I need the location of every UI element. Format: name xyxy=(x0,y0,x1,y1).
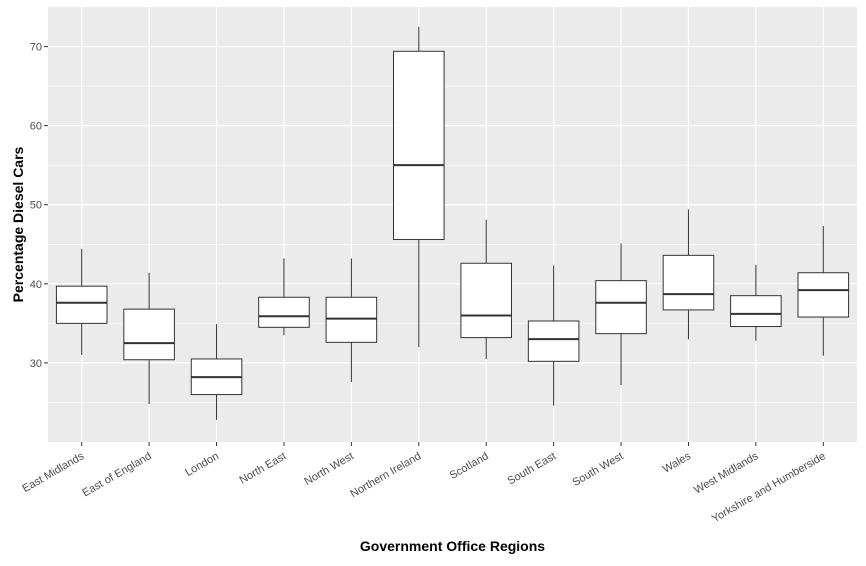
iqr-box xyxy=(595,280,647,335)
y-tick-label: 60 xyxy=(30,121,42,133)
box-yorkshire-and-humberside xyxy=(797,226,850,356)
y-tick-label: 70 xyxy=(30,42,42,54)
x-tick-label: Scotland xyxy=(448,450,491,482)
plot-panel xyxy=(48,7,857,442)
iqr-box xyxy=(123,308,175,361)
iqr-box xyxy=(797,272,850,318)
y-axis: 30 40 50 60 70 xyxy=(30,42,48,370)
box-north-west xyxy=(325,258,378,382)
iqr-box xyxy=(527,320,580,362)
y-tick-label: 30 xyxy=(30,358,42,370)
major-gridlines xyxy=(48,7,857,442)
y-tick-label: 50 xyxy=(30,200,42,212)
x-tick-label: North East xyxy=(237,450,288,486)
x-tick-label: Yorkshire and Humberside xyxy=(710,450,828,525)
box-northern-ireland xyxy=(393,26,445,348)
y-tick-label: 40 xyxy=(30,279,42,291)
box-south-west xyxy=(595,243,647,386)
iqr-box xyxy=(460,262,512,339)
box-scotland xyxy=(460,219,512,359)
box-west-midlands xyxy=(730,264,782,341)
box-east-of-england xyxy=(123,272,175,405)
x-tick-label: North West xyxy=(302,450,355,488)
x-tick-label: South East xyxy=(506,450,559,487)
x-tick-label: West Midlands xyxy=(692,450,761,497)
x-tick-label: South West xyxy=(570,450,625,489)
box-north-east xyxy=(258,258,310,336)
y-axis-title: Percentage Diesel Cars xyxy=(10,146,26,302)
iqr-box xyxy=(258,296,310,328)
iqr-box xyxy=(55,285,108,324)
iqr-box xyxy=(730,295,782,328)
x-tick-label: East of England xyxy=(80,450,153,499)
x-tick-label: London xyxy=(183,450,221,479)
box-east-midlands xyxy=(55,249,108,355)
box-south-east xyxy=(527,265,580,406)
box-london xyxy=(190,324,243,420)
x-tick-label: Northern Ireland xyxy=(348,450,423,500)
minor-gridlines xyxy=(48,85,857,403)
box-wales xyxy=(662,209,715,340)
x-tick-label: East Midlands xyxy=(20,450,86,495)
iqr-box xyxy=(325,296,378,343)
iqr-box xyxy=(393,50,445,241)
x-axis-title: Government Office Regions xyxy=(360,538,545,554)
iqr-box xyxy=(662,254,715,311)
box-series xyxy=(55,26,850,420)
x-tick-label: Wales xyxy=(661,450,694,476)
